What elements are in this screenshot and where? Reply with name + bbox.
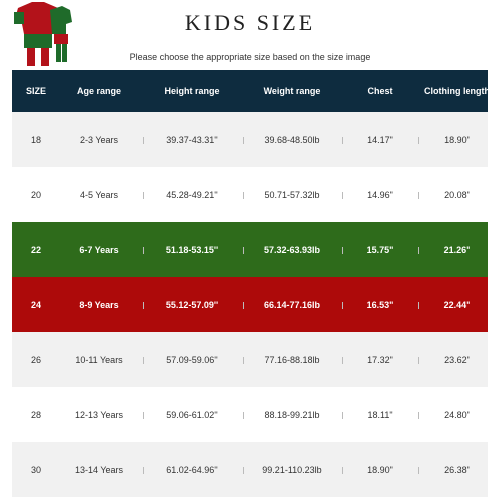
column-header: Chest: [367, 86, 393, 96]
table-cell: 14.17": [367, 134, 393, 145]
table-row: 22 6-7 Years 51.18-53.15'' 57.32-63.93lb 15.…: [12, 222, 488, 277]
separator: [418, 191, 419, 199]
column-header: Height range: [164, 86, 220, 96]
separator: [342, 301, 343, 309]
table-cell: 18.90": [444, 134, 470, 145]
separator: [143, 356, 144, 364]
table-row: 20 4-5 Years 45.28-49.21'' 50.71-57.32lb 14.…: [12, 167, 488, 222]
table-cell: 23.62": [444, 354, 470, 365]
separator: [342, 191, 343, 199]
header-row: SIZE Age range Height range Weight range Che…: [12, 70, 490, 112]
table-cell: 50.71-57.32lb: [264, 189, 320, 200]
kit-image: [14, 2, 72, 66]
table-cell: 88.18-99.21lb: [264, 409, 320, 420]
separator: [418, 356, 419, 364]
separator: [342, 136, 343, 144]
table-cell: 57.09-59.06'': [166, 354, 218, 365]
table-cell: 57.32-63.93lb: [263, 244, 321, 255]
table-cell: 18.11": [367, 409, 393, 420]
table-cell: 24: [30, 299, 41, 310]
table-cell: 45.28-49.21'': [166, 189, 218, 200]
table-cell: 18: [30, 134, 41, 145]
table-cell: 22.44": [443, 299, 471, 310]
separator: [243, 411, 244, 419]
separator: [243, 246, 244, 254]
table-cell: 77.16-88.18lb: [264, 354, 320, 365]
column-header: Age range: [76, 86, 121, 96]
separator: [243, 191, 244, 199]
table-row: 18 2-3 Years 39.37-43.31'' 39.68-48.50lb 14.…: [12, 112, 488, 167]
separator: [143, 301, 144, 309]
table-cell: 30: [30, 464, 41, 475]
table-cell: 39.37-43.31'': [166, 134, 218, 145]
separator: [143, 411, 144, 419]
table-cell: 4-5 Years: [79, 189, 119, 200]
title: KIDS SIZE: [184, 10, 316, 35]
table-cell: 14.96": [367, 189, 393, 200]
table-cell: 99.21-110.23lb: [262, 464, 322, 475]
separator: [342, 356, 343, 364]
column-header: Weight range: [263, 86, 321, 96]
table-row: 28 12-13 Years 59.06-61.02'' 88.18-99.21lb 1…: [12, 387, 488, 442]
table-cell: 55.12-57.09'': [165, 299, 219, 310]
separator: [243, 136, 244, 144]
table-cell: 61.02-64.96'': [166, 464, 218, 475]
size-table: SIZE Age range Height range Weight range Che…: [12, 70, 490, 497]
separator: [342, 411, 343, 419]
separator: [418, 411, 419, 419]
separator: [143, 191, 144, 199]
separator: [342, 466, 343, 474]
separator: [143, 136, 144, 144]
table-cell: 17.32": [367, 354, 393, 365]
separator: [418, 246, 419, 254]
table-cell: 39.68-48.50lb: [264, 134, 320, 145]
table-cell: 24.80": [444, 409, 470, 420]
table-cell: 15.75": [366, 244, 394, 255]
separator: [143, 246, 144, 254]
table-cell: 59.06-61.02'': [166, 409, 218, 420]
table-row: 24 8-9 Years 55.12-57.09'' 66.14-77.16lb 16.…: [12, 277, 488, 332]
separator: [418, 301, 419, 309]
separator: [418, 466, 419, 474]
separator: [243, 466, 244, 474]
table-cell: 21.26": [443, 244, 471, 255]
table-cell: 28: [30, 409, 41, 420]
subtitle: Please choose the appropriate size based…: [129, 52, 371, 62]
table-cell: 12-13 Years: [74, 409, 124, 420]
separator: [243, 301, 244, 309]
table-cell: 26.38": [444, 464, 470, 475]
column-header: SIZE: [25, 86, 46, 96]
table-cell: 66.14-77.16lb: [263, 299, 321, 310]
table-cell: 20.08": [444, 189, 470, 200]
table-row: 26 10-11 Years 57.09-59.06'' 77.16-88.18lb 1…: [12, 332, 488, 387]
separator: [418, 136, 419, 144]
separator: [143, 466, 144, 474]
table-cell: 51.18-53.15'': [165, 244, 219, 255]
table-cell: 16.53": [366, 299, 394, 310]
separator: [243, 356, 244, 364]
table-cell: 13-14 Years: [74, 464, 124, 475]
table-cell: 10-11 Years: [75, 354, 123, 365]
table-cell: 26: [30, 354, 41, 365]
table-cell: 8-9 Years: [79, 299, 119, 310]
table-cell: 6-7 Years: [79, 244, 119, 255]
table-cell: 18.90": [367, 464, 393, 475]
table-row: 30 13-14 Years 61.02-64.96'' 99.21-110.23lb…: [12, 442, 488, 497]
separator: [342, 246, 343, 254]
table-cell: 20: [30, 189, 41, 200]
table-cell: 2-3 Years: [79, 134, 119, 145]
column-header: Clothing length: [424, 86, 490, 96]
table-cell: 22: [30, 244, 41, 255]
